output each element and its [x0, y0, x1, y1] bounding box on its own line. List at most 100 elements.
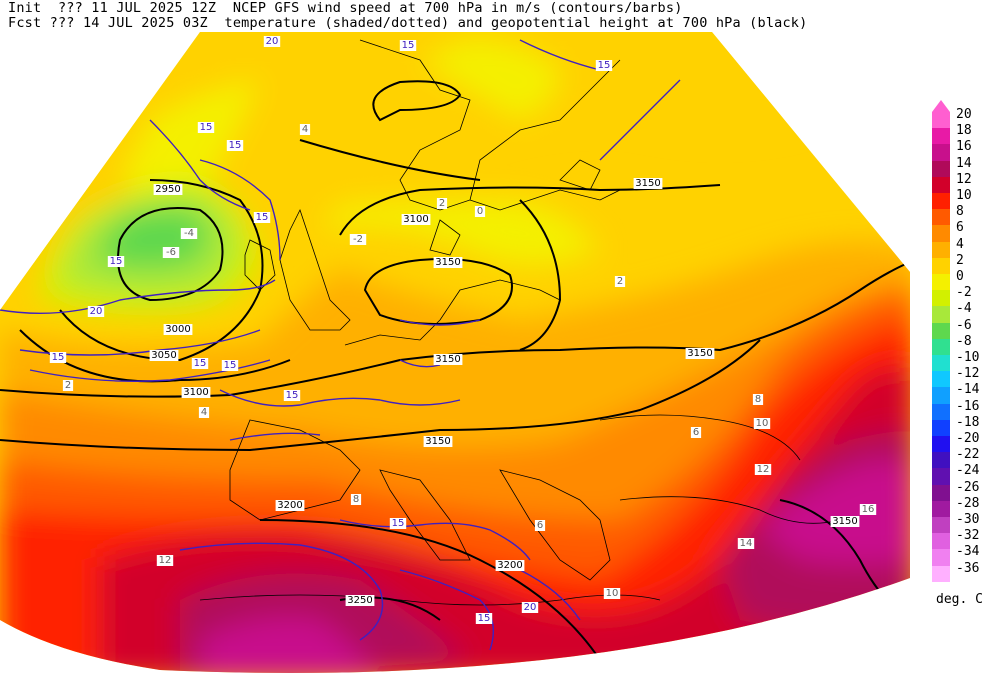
- colorbar-tick-label: 20: [956, 107, 972, 122]
- colorbar-swatch: [932, 387, 950, 404]
- colorbar-swatch: [932, 452, 950, 469]
- svg-text:15: 15: [200, 122, 213, 133]
- temperature-label: 10: [603, 588, 621, 599]
- weather-map: 3150 3150 3100 3150 3150 3150 3100 3050 3000 2950…: [0, 32, 910, 674]
- svg-text:3250: 3250: [347, 595, 372, 606]
- colorbar-swatch: [932, 274, 950, 291]
- colorbar-swatch: [932, 257, 950, 274]
- colorbar-swatch: [932, 500, 950, 517]
- height-contour-label: 3250: [345, 595, 375, 606]
- colorbar-swatch: [932, 517, 950, 534]
- svg-text:3050: 3050: [151, 350, 176, 361]
- svg-text:6: 6: [537, 520, 543, 531]
- svg-text:14: 14: [740, 538, 753, 549]
- colorbar-tick-label: -22: [956, 447, 980, 463]
- wind-contour-label: 15: [283, 390, 301, 401]
- colorbar-tick-label: 16: [956, 139, 972, 155]
- wind-contour-label: 15: [49, 352, 67, 363]
- temperature-label: 12: [754, 464, 772, 475]
- temperature-colorbar: 20 18 16 14 12 10 8 6 4 2 0 -2 -4 -6 -8 -10 -12 -14 -16 -18…: [928, 100, 1000, 582]
- colorbar-tick-label: -30: [956, 512, 980, 527]
- svg-text:15: 15: [256, 212, 269, 223]
- colorbar-swatch: [932, 565, 950, 582]
- svg-text:3200: 3200: [497, 560, 522, 571]
- wind-contour-label: 15: [197, 122, 215, 133]
- wind-contour-label: 15: [595, 60, 613, 71]
- svg-text:3150: 3150: [832, 516, 857, 527]
- svg-text:3000: 3000: [165, 324, 190, 335]
- wind-contour-label: 20: [87, 306, 105, 317]
- wind-contour-label: 15: [253, 212, 271, 223]
- height-contour-labels: 3150 3150 3100 3150 3150 3150 3100 3050 3000 2950…: [149, 178, 860, 606]
- forecast-time-title: Fcst ??? 14 JUL 2025 03Z temperature (sh…: [8, 15, 808, 31]
- svg-text:8: 8: [755, 394, 761, 405]
- svg-text:3150: 3150: [435, 257, 460, 268]
- colorbar-swatch: [932, 290, 950, 307]
- colorbar-tick-label: -14: [956, 382, 980, 398]
- temperature-label: -4: [180, 228, 198, 239]
- svg-text:15: 15: [598, 60, 611, 71]
- temperature-shading: [0, 32, 910, 674]
- height-contour-label: 3200: [495, 560, 525, 571]
- svg-text:15: 15: [194, 358, 207, 369]
- colorbar-swatch: [932, 338, 950, 355]
- colorbar-swatch: [932, 128, 950, 145]
- temperature-label: 12: [156, 555, 174, 566]
- colorbar-tick-label: -2: [956, 285, 972, 301]
- svg-text:3100: 3100: [403, 214, 428, 225]
- svg-text:2: 2: [439, 198, 445, 209]
- svg-text:2: 2: [65, 380, 71, 391]
- svg-text:3200: 3200: [277, 500, 302, 511]
- svg-text:4: 4: [201, 407, 207, 418]
- height-contour-label: 3150: [433, 257, 463, 268]
- colorbar-units-label: deg. C: [936, 592, 983, 607]
- colorbar-swatch: [932, 484, 950, 501]
- svg-text:6: 6: [693, 427, 699, 438]
- svg-text:2: 2: [617, 276, 623, 287]
- colorbar-tick-label: -8: [956, 333, 972, 349]
- temperature-label: 4: [198, 407, 210, 418]
- svg-text:10: 10: [756, 418, 769, 429]
- svg-text:3150: 3150: [425, 436, 450, 447]
- svg-text:3150: 3150: [687, 348, 712, 359]
- temperature-label: 2: [62, 380, 74, 391]
- colorbar-tick-label: 18: [956, 123, 972, 139]
- colorbar-swatch: [932, 112, 950, 129]
- colorbar-max-arrow: [932, 100, 950, 112]
- colorbar-swatch: [932, 209, 950, 226]
- colorbar-swatch: [932, 176, 950, 193]
- colorbar-tick-label: -20: [956, 431, 980, 446]
- svg-text:3100: 3100: [183, 387, 208, 398]
- svg-text:4: 4: [302, 124, 308, 135]
- svg-text:16: 16: [862, 504, 875, 515]
- height-contour-label: 3000: [163, 324, 193, 335]
- colorbar-tick-label: -28: [956, 495, 980, 511]
- temperature-label: 8: [350, 494, 362, 505]
- colorbar-tick-label: 2: [956, 252, 964, 268]
- svg-text:2950: 2950: [155, 184, 180, 195]
- colorbar-swatch: [932, 241, 950, 258]
- colorbar-swatch: [932, 468, 950, 485]
- colorbar-tick-label: -18: [956, 414, 980, 430]
- svg-text:15: 15: [478, 613, 491, 624]
- svg-text:10: 10: [606, 588, 619, 599]
- wind-contour-label: 15: [389, 518, 407, 529]
- height-contour-label: 3150: [633, 178, 663, 189]
- height-contour-label: 3150: [830, 516, 860, 527]
- svg-text:8: 8: [353, 494, 359, 505]
- colorbar-tick-label: -32: [956, 528, 980, 544]
- temperature-label: 2: [614, 276, 626, 287]
- colorbar-swatch: [932, 144, 950, 161]
- colorbar-tick-label: 6: [956, 220, 964, 236]
- colorbar-swatch: [932, 160, 950, 177]
- colorbar-tick-label: 0: [956, 269, 964, 284]
- svg-text:-2: -2: [353, 234, 363, 245]
- temperature-label: 6: [690, 427, 702, 438]
- init-time-title: Init ??? 11 JUL 2025 12Z NCEP GFS wind s…: [8, 0, 683, 16]
- temperature-label: 2: [436, 198, 448, 209]
- colorbar-swatch: [932, 306, 950, 323]
- colorbar-tick-label: -4: [956, 301, 972, 317]
- colorbar-swatch: [932, 436, 950, 453]
- height-contour-label: 3150: [433, 354, 463, 365]
- height-contour-label: 3200: [275, 500, 305, 511]
